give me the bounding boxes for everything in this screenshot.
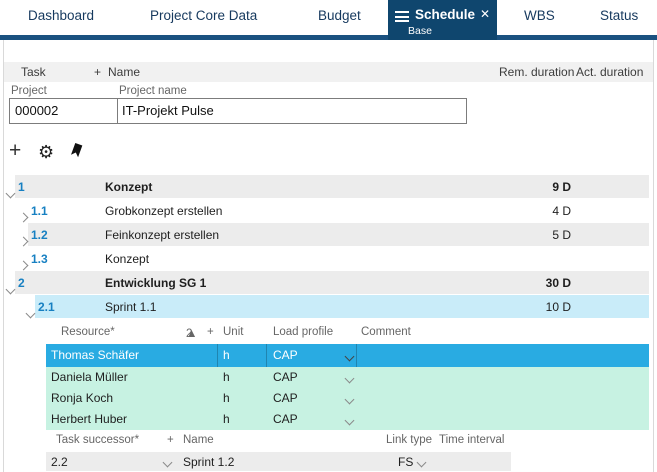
bookmark-icon[interactable] xyxy=(69,142,85,165)
menu-icon[interactable] xyxy=(395,11,409,23)
chevron-down-icon[interactable] xyxy=(5,188,16,199)
tab-status[interactable]: Status xyxy=(600,8,639,23)
column-time-interval[interactable]: Time interval xyxy=(439,434,505,446)
task-name: Konzept xyxy=(105,180,153,194)
resource-unit[interactable]: h xyxy=(223,412,230,426)
task-row[interactable]: 1.2 Feinkonzept erstellen 5 D xyxy=(4,223,653,247)
resource-name: Herbert Huber xyxy=(51,412,128,426)
close-icon[interactable]: ✕ xyxy=(479,7,490,21)
chevron-right-icon[interactable] xyxy=(18,236,29,247)
task-row-selected[interactable]: 2.1 Sprint 1.1 10 D xyxy=(4,295,653,319)
successor-table-header: Task successor* + Name Link type Time in… xyxy=(46,432,649,452)
project-name-field[interactable]: IT-Projekt Pulse xyxy=(122,103,214,118)
add-successor-icon[interactable]: + xyxy=(167,434,174,446)
resource-load-profile[interactable]: CAP xyxy=(273,391,298,405)
chevron-down-icon[interactable] xyxy=(344,415,355,426)
column-comment[interactable]: Comment xyxy=(361,326,411,338)
task-number[interactable]: 1.3 xyxy=(31,252,48,266)
content-panel: Task + Name Rem. duration Act. duration … xyxy=(3,40,654,472)
project-input-row: 000002 IT-Projekt Pulse xyxy=(9,98,467,124)
sort-asc-icon: ▲ xyxy=(186,328,198,340)
resource-table: Resource* 2 ▲ + Unit Load profile Comment… xyxy=(46,324,649,430)
resource-unit[interactable]: h xyxy=(223,370,230,384)
task-table-header: Task + Name Rem. duration Act. duration xyxy=(4,62,653,82)
task-row[interactable]: 1.1 Grobkonzept erstellen 4 D xyxy=(4,199,653,223)
column-resource[interactable]: Resource* xyxy=(61,326,115,338)
successor-link-type[interactable]: FS xyxy=(398,455,414,469)
resource-unit[interactable]: h xyxy=(223,391,230,405)
column-load-profile[interactable]: Load profile xyxy=(273,326,334,338)
resource-load-profile[interactable]: CAP xyxy=(273,412,298,426)
resource-row[interactable]: Herbert Huber h CAP xyxy=(46,409,649,430)
resource-name: Thomas Schäfer xyxy=(51,348,140,362)
resource-row[interactable]: Daniela Müller h CAP xyxy=(46,367,649,388)
tab-schedule[interactable]: Schedule ✕ Base xyxy=(388,0,497,40)
chevron-down-icon[interactable] xyxy=(344,373,355,384)
task-rem-duration: 5 D xyxy=(552,228,571,242)
task-row[interactable]: 2 Entwicklung SG 1 30 D xyxy=(4,271,653,295)
resource-load-profile[interactable]: CAP xyxy=(273,370,298,384)
task-row[interactable]: 1.3 Konzept xyxy=(4,247,653,271)
task-row[interactable]: 1 Konzept 9 D xyxy=(4,175,653,199)
successor-task[interactable]: 2.2 xyxy=(51,455,68,469)
column-task[interactable]: Task xyxy=(21,65,46,79)
resource-row[interactable]: Ronja Koch h CAP xyxy=(46,388,649,409)
chevron-right-icon[interactable] xyxy=(18,260,29,271)
add-column-icon[interactable]: + xyxy=(94,65,102,79)
task-name: Sprint 1.1 xyxy=(105,300,157,314)
add-resource-icon[interactable]: + xyxy=(207,326,214,338)
chevron-down-icon[interactable] xyxy=(25,308,36,319)
column-act-duration[interactable]: Act. duration xyxy=(576,65,644,79)
task-number[interactable]: 2 xyxy=(18,276,25,290)
tab-schedule-sublabel: Base xyxy=(408,25,432,37)
task-rem-duration: 10 D xyxy=(545,300,571,314)
task-number[interactable]: 1.2 xyxy=(31,228,48,242)
resource-load-profile[interactable]: CAP xyxy=(273,348,298,362)
column-name[interactable]: Name xyxy=(183,434,214,446)
chevron-down-icon[interactable] xyxy=(162,457,173,468)
project-id-label: Project xyxy=(11,85,47,97)
add-icon[interactable]: + xyxy=(9,139,22,162)
chevron-right-icon[interactable] xyxy=(18,212,29,223)
task-name: Konzept xyxy=(105,252,150,266)
chevron-down-icon[interactable] xyxy=(344,351,355,362)
task-number[interactable]: 1 xyxy=(18,180,25,194)
column-name[interactable]: Name xyxy=(108,65,141,79)
tab-bar: Dashboard Project Core Data Budget WBS S… xyxy=(0,0,657,40)
tab-underline xyxy=(0,35,657,40)
tab-project-core-data[interactable]: Project Core Data xyxy=(150,8,258,23)
tab-wbs[interactable]: WBS xyxy=(524,8,555,23)
chevron-down-icon[interactable] xyxy=(416,457,427,468)
successor-name: Sprint 1.2 xyxy=(183,455,235,469)
task-number[interactable]: 2.1 xyxy=(38,300,55,314)
chevron-down-icon[interactable] xyxy=(344,394,355,405)
task-name: Entwicklung SG 1 xyxy=(105,276,207,290)
column-task-successor[interactable]: Task successor* xyxy=(56,434,140,446)
tab-schedule-label: Schedule xyxy=(415,7,476,22)
successor-row[interactable]: 2.2 Sprint 1.2 FS xyxy=(46,452,511,471)
chevron-down-icon[interactable] xyxy=(5,284,16,295)
project-id-field[interactable]: 000002 xyxy=(10,99,118,123)
task-number[interactable]: 1.1 xyxy=(31,204,48,218)
resource-row-selected[interactable]: Thomas Schäfer h CAP xyxy=(46,344,649,367)
column-rem-duration[interactable]: Rem. duration xyxy=(499,65,575,79)
column-link-type[interactable]: Link type xyxy=(386,434,433,446)
successor-table: Task successor* + Name Link type Time in… xyxy=(46,432,649,471)
task-name: Feinkonzept erstellen xyxy=(105,228,220,242)
tab-dashboard[interactable]: Dashboard xyxy=(28,8,95,23)
resource-name: Ronja Koch xyxy=(51,391,114,405)
task-name: Grobkonzept erstellen xyxy=(105,204,223,218)
project-name-label: Project name xyxy=(119,85,187,97)
task-rem-duration: 30 D xyxy=(545,276,571,290)
resource-unit[interactable]: h xyxy=(223,348,230,362)
resource-table-header: Resource* 2 ▲ + Unit Load profile Comment xyxy=(61,326,411,340)
resource-name: Daniela Müller xyxy=(51,370,128,384)
column-unit[interactable]: Unit xyxy=(223,326,244,338)
task-rem-duration: 4 D xyxy=(552,204,571,218)
gear-icon[interactable]: ⚙ xyxy=(38,142,55,162)
task-rem-duration: 9 D xyxy=(552,180,571,194)
tab-budget[interactable]: Budget xyxy=(318,8,361,23)
